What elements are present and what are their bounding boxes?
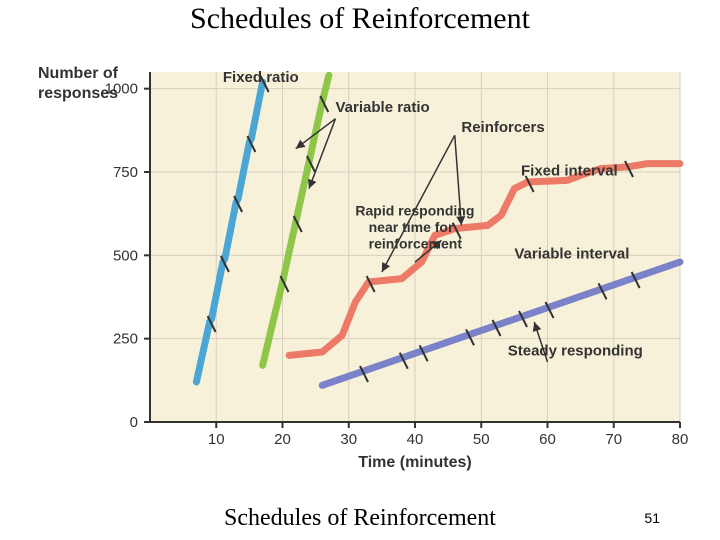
y-tick-label: 750 (113, 164, 138, 181)
annotation-fixed_ratio_label: Fixed ratio (223, 69, 299, 86)
x-tick-label: 80 (672, 431, 689, 448)
chart-container: 025050075010001020304050607080Number ofr… (20, 42, 700, 482)
page-title-bottom: Schedules of Reinforcement (0, 505, 720, 532)
y-tick-label: 250 (113, 331, 138, 348)
y-axis-label: responses (38, 85, 118, 102)
annotation-variable_interval_label: Variable interval (514, 246, 629, 263)
annotation-variable_ratio_label: Variable ratio (336, 99, 430, 116)
annotation-fixed_interval_label: Fixed interval (521, 162, 618, 179)
page-number: 51 (644, 510, 660, 526)
annotation-rapid_label_l3: reinforcement (369, 236, 463, 252)
x-tick-label: 40 (407, 431, 424, 448)
schedules-chart: 025050075010001020304050607080Number ofr… (20, 42, 700, 482)
y-tick-label: 0 (130, 414, 138, 431)
x-tick-label: 60 (539, 431, 556, 448)
x-tick-label: 50 (473, 431, 490, 448)
annotation-steady_label: Steady responding (508, 342, 643, 359)
x-tick-label: 70 (605, 431, 622, 448)
annotation-rapid_label_l1: Rapid responding (355, 202, 474, 218)
annotation-rapid_label_l2: near time for (369, 219, 454, 235)
x-tick-label: 30 (340, 431, 357, 448)
x-tick-label: 20 (274, 431, 291, 448)
page-title-top: Schedules of Reinforcement (0, 2, 720, 36)
y-tick-label: 500 (113, 247, 138, 264)
x-tick-label: 10 (208, 431, 225, 448)
annotation-reinforcers_label: Reinforcers (461, 119, 544, 136)
y-axis-label: Number of (38, 65, 119, 82)
x-axis-label: Time (minutes) (358, 454, 472, 471)
